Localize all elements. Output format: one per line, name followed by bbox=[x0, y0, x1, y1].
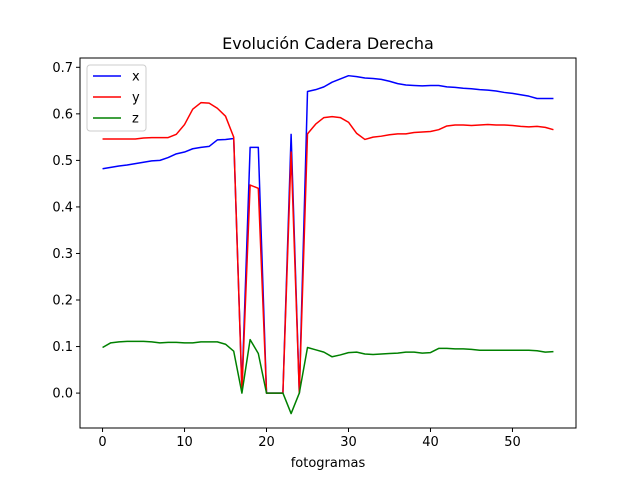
legend-label-z: z bbox=[132, 112, 139, 127]
x-tick-label: 10 bbox=[176, 435, 193, 450]
x-tick-label: 40 bbox=[422, 435, 439, 450]
series-line-x bbox=[102, 74, 554, 394]
x-axis: 0 10 20 30 40 50 bbox=[98, 428, 521, 450]
x-tick-label: 0 bbox=[98, 435, 106, 450]
series-layer bbox=[102, 74, 554, 415]
x-axis-label: fotogramas bbox=[291, 456, 366, 471]
y-tick-label: 0.0 bbox=[52, 387, 73, 402]
legend: xyz bbox=[86, 64, 147, 132]
legend-label-x: x bbox=[132, 70, 140, 85]
x-tick-label: 20 bbox=[258, 435, 275, 450]
y-tick-label: 0.4 bbox=[52, 200, 73, 215]
series-line-y bbox=[102, 101, 554, 394]
x-tick-label: 30 bbox=[340, 435, 357, 450]
y-tick-label: 0.2 bbox=[52, 294, 73, 309]
y-tick-label: 0.3 bbox=[52, 247, 73, 262]
y-tick-label: 0.5 bbox=[52, 154, 73, 169]
y-tick-label: 0.1 bbox=[52, 340, 73, 355]
x-tick-label: 50 bbox=[504, 435, 521, 450]
series-line-z bbox=[102, 338, 554, 415]
legend-box bbox=[86, 64, 147, 132]
y-axis: 0.0 0.1 0.2 0.3 0.4 0.5 0.6 0.7 bbox=[52, 61, 80, 402]
chart-title: Evolución Cadera Derecha bbox=[222, 34, 434, 53]
plot-frame bbox=[79, 57, 577, 429]
legend-label-y: y bbox=[132, 91, 140, 106]
y-tick-label: 0.7 bbox=[52, 61, 73, 76]
y-tick-label: 0.6 bbox=[52, 107, 73, 122]
